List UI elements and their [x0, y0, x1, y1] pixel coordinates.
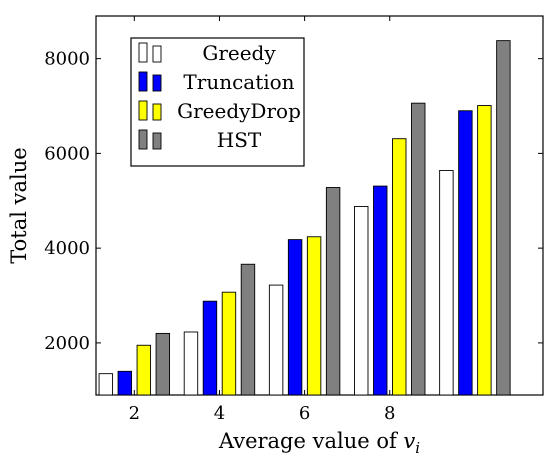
- legend: Greedy Truncation GreedyDrop HST: [130, 37, 305, 167]
- y-axis-label: Total value: [7, 147, 31, 263]
- x-axis: 2 4 6 8: [129, 16, 395, 424]
- bar-truncation-6: [287, 239, 303, 396]
- y-tick-label: 6000: [44, 143, 90, 164]
- bar-greedy-8: [354, 205, 369, 396]
- bar-greedydrop-8: [392, 138, 407, 396]
- legend-swatch-greedydrop: [138, 100, 148, 121]
- bar-hst-2: [155, 332, 171, 396]
- bars-group: [98, 40, 511, 396]
- legend-label-greedydrop: GreedyDrop: [177, 99, 301, 123]
- bar-truncation-4: [202, 300, 218, 396]
- bar-hst-8: [411, 102, 426, 396]
- legend-swatch-truncation-2: [152, 74, 162, 92]
- bar-greedy-6: [268, 284, 284, 396]
- legend-swatch-hst: [138, 129, 148, 150]
- bar-greedy-4: [183, 331, 199, 396]
- bar-hst-4: [240, 263, 256, 396]
- x-tick-label: 6: [299, 403, 310, 424]
- legend-label-truncation: Truncation: [183, 70, 294, 94]
- bar-truncation-8: [373, 185, 388, 396]
- legend-swatch-greedy: [138, 42, 148, 63]
- bar-hst-6: [325, 187, 341, 396]
- x-axis-label: Average value of vi: [218, 429, 420, 457]
- bar-greedydrop-10: [477, 105, 492, 396]
- legend-swatch-greedy-2: [152, 45, 162, 63]
- bar-hst-10: [496, 40, 511, 396]
- y-axis: 2000 4000 6000 8000: [44, 49, 543, 354]
- bar-truncation-2: [117, 370, 133, 396]
- legend-swatch-truncation: [138, 71, 148, 92]
- bar-greedydrop-4: [221, 291, 237, 396]
- y-tick-label: 8000: [44, 49, 90, 70]
- bar-greedydrop-6: [306, 236, 322, 396]
- x-tick-label: 8: [384, 403, 395, 424]
- legend-label-hst: HST: [217, 128, 262, 152]
- bar-greedy-2: [98, 373, 114, 396]
- y-tick-label: 4000: [44, 238, 90, 259]
- legend-swatch-greedydrop-2: [152, 103, 162, 121]
- y-tick-label: 2000: [44, 333, 90, 354]
- x-tick-label: 2: [129, 403, 140, 424]
- legend-swatch-hst-2: [152, 132, 162, 150]
- legend-label-greedy: Greedy: [202, 41, 276, 65]
- bar-greedydrop-2: [136, 344, 152, 396]
- bar-truncation-10: [458, 110, 473, 396]
- bar-greedy-10: [439, 169, 454, 396]
- x-tick-label: 4: [214, 403, 225, 424]
